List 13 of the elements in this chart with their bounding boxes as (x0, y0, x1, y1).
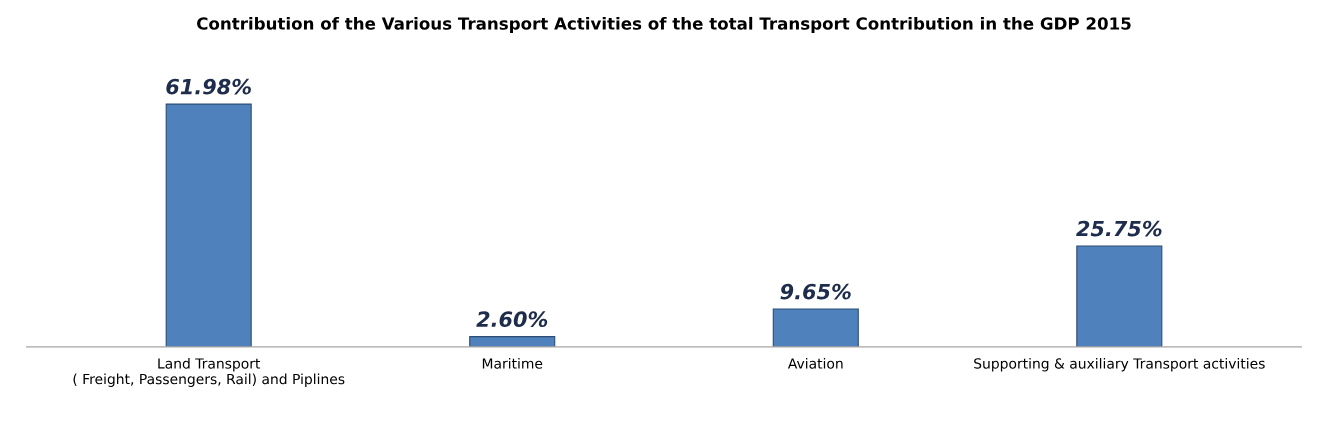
bar (1076, 245, 1163, 347)
data-label: 9.65% (780, 283, 851, 300)
bar (469, 336, 556, 347)
data-label: 2.60% (476, 311, 548, 328)
x-tick-label: Aviation (787, 357, 843, 369)
chart-title: Contribution of the Various Transport Activities of the total Transport Contribution in the GDP 2015 (197, 16, 1131, 34)
data-label: 25.75% (1076, 220, 1162, 237)
bar (165, 103, 252, 347)
bar (772, 308, 859, 347)
x-tick-label: Land Transport ( Freight, Passengers, Rail) and Piplines (73, 357, 345, 387)
x-tick-label: Maritime (482, 357, 543, 369)
data-label: 61.98% (166, 78, 251, 95)
x-tick-label: Supporting & auxiliary Transport activities (974, 357, 1265, 372)
